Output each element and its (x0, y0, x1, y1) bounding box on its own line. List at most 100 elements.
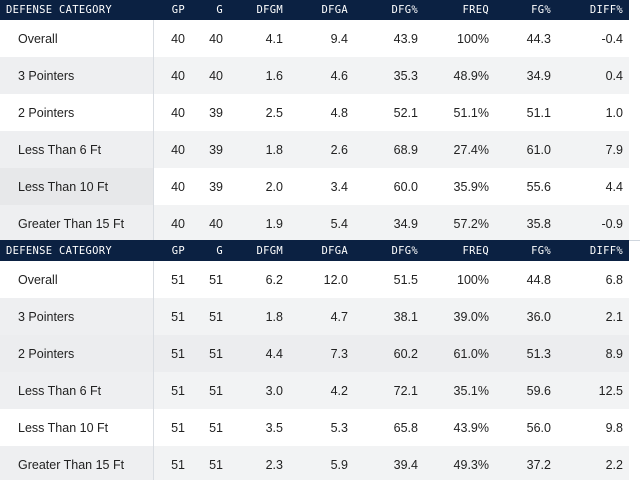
table-row: 3 Pointers 51 51 1.8 4.7 38.1 39.0% 36.0… (0, 298, 629, 335)
table-row: 2 Pointers 51 51 4.4 7.3 60.2 61.0% 51.3… (0, 335, 629, 372)
table-row: Greater Than 15 Ft 40 40 1.9 5.4 34.9 57… (0, 205, 629, 240)
cell-category: 2 Pointers (0, 94, 153, 131)
header-fg-pct[interactable]: FG% (495, 0, 557, 20)
table-row: 2 Pointers 40 39 2.5 4.8 52.1 51.1% 51.1… (0, 94, 629, 131)
cell-dfgm: 2.3 (229, 446, 289, 480)
cell-dfga: 5.9 (289, 446, 354, 480)
cell-dfga: 4.6 (289, 57, 354, 94)
cell-freq: 27.4% (424, 131, 495, 168)
cell-dfgm: 1.8 (229, 131, 289, 168)
cell-dfg-pct: 60.2 (354, 335, 424, 372)
cell-category: Less Than 6 Ft (0, 131, 153, 168)
cell-fg-pct: 44.8 (526, 272, 551, 287)
cell-category: Less Than 6 Ft (0, 372, 153, 409)
cell-fg-pct: 44.3 (526, 31, 551, 46)
cell-freq: 39.0% (424, 298, 495, 335)
header-freq[interactable]: FREQ (424, 240, 495, 261)
cell-dfga: 7.3 (289, 335, 354, 372)
header-freq[interactable]: FREQ (424, 0, 495, 20)
cell-dfga: 9.4 (330, 31, 348, 46)
cell-freq: 49.3% (424, 446, 495, 480)
header-diff-pct[interactable]: DIFF% (557, 0, 629, 20)
table-row: Less Than 10 Ft 40 39 2.0 3.4 60.0 35.9%… (0, 168, 629, 205)
table-header-row: DEFENSE CATEGORY GP G DFGM DFGA DFG% FRE… (0, 0, 629, 20)
cell-dfg-pct: 52.1 (393, 105, 418, 120)
header-gp[interactable]: GP (153, 240, 191, 261)
cell-dfg-pct: 68.9 (354, 131, 424, 168)
cell-gp: 51 (152, 298, 191, 335)
defense-table-panel-1: DEFENSE CATEGORY GP G DFGM DFGA DFG% FRE… (0, 0, 629, 240)
cell-dfgm: 3.5 (265, 420, 283, 435)
cell-gp: 40 (152, 57, 191, 94)
cell-dfg-pct: 65.8 (393, 420, 418, 435)
cell-category: Overall (0, 261, 153, 298)
cell-dfga: 12.0 (323, 272, 348, 287)
cell-freq: 48.9% (424, 57, 495, 94)
defense-table-2: DEFENSE CATEGORY GP G DFGM DFGA DFG% FRE… (0, 240, 629, 480)
table-row: Overall 51 51 6.2 12.0 51.5 100% 44.8 6.… (0, 261, 629, 298)
cell-category: Greater Than 15 Ft (0, 205, 153, 240)
cell-fg-pct: 37.2 (495, 446, 557, 480)
cell-g: 51 (209, 272, 223, 287)
cell-fg-pct: 59.6 (495, 372, 557, 409)
cell-dfgm: 4.1 (265, 31, 283, 46)
header-dfgm[interactable]: DFGM (229, 0, 289, 20)
header-g[interactable]: G (191, 0, 229, 20)
header-defense-category[interactable]: DEFENSE CATEGORY (0, 240, 153, 261)
cell-dfgm: 1.8 (229, 298, 289, 335)
cell-fg-pct: 51.3 (495, 335, 557, 372)
cell-diff-pct: 0.4 (557, 57, 629, 94)
cell-fg-pct: 36.0 (495, 298, 557, 335)
cell-freq: 61.0% (424, 335, 495, 372)
cell-dfg-pct: 72.1 (354, 372, 424, 409)
cell-category: Less Than 10 Ft (0, 168, 153, 205)
header-fg-pct[interactable]: FG% (495, 240, 557, 261)
header-dfg-pct[interactable]: DFG% (354, 240, 424, 261)
cell-dfgm: 6.2 (265, 272, 283, 287)
cell-diff-pct: 2.1 (557, 298, 629, 335)
cell-freq: 43.9% (453, 420, 489, 435)
header-dfg-pct[interactable]: DFG% (354, 0, 424, 20)
cell-fg-pct: 51.1 (526, 105, 551, 120)
cell-gp: 40 (152, 205, 191, 240)
cell-g: 40 (191, 205, 229, 240)
cell-gp: 51 (152, 409, 191, 446)
cell-fg-pct: 55.6 (526, 179, 551, 194)
table-row: Less Than 10 Ft 51 51 3.5 5.3 65.8 43.9%… (0, 409, 629, 446)
cell-dfgm: 1.9 (229, 205, 289, 240)
cell-diff-pct: 9.8 (605, 420, 623, 435)
cell-category: Less Than 10 Ft (0, 409, 153, 446)
header-g[interactable]: G (191, 240, 229, 261)
cell-diff-pct: 1.0 (605, 105, 623, 120)
header-dfga[interactable]: DFGA (289, 0, 354, 20)
cell-gp: 40 (152, 168, 191, 205)
cell-diff-pct: 8.9 (557, 335, 629, 372)
cell-g: 51 (191, 335, 229, 372)
cell-dfg-pct: 38.1 (354, 298, 424, 335)
cell-gp: 51 (152, 335, 191, 372)
cell-freq: 35.9% (453, 179, 489, 194)
cell-dfga: 4.8 (330, 105, 348, 120)
defense-table-panel-2: DEFENSE CATEGORY GP G DFGM DFGA DFG% FRE… (0, 240, 640, 480)
cell-dfg-pct: 39.4 (354, 446, 424, 480)
cell-fg-pct: 34.9 (495, 57, 557, 94)
header-diff-pct[interactable]: DIFF% (557, 240, 629, 261)
table-header-row: DEFENSE CATEGORY GP G DFGM DFGA DFG% FRE… (0, 240, 629, 261)
header-dfga[interactable]: DFGA (289, 240, 354, 261)
cell-dfg-pct: 34.9 (354, 205, 424, 240)
header-gp[interactable]: GP (153, 0, 191, 20)
header-dfgm[interactable]: DFGM (229, 240, 289, 261)
cell-category: Overall (0, 20, 153, 57)
cell-gp: 40 (152, 20, 191, 57)
cell-diff-pct: -0.4 (601, 31, 623, 46)
cell-freq: 35.1% (424, 372, 495, 409)
cell-diff-pct: 12.5 (557, 372, 629, 409)
cell-freq: 100% (457, 31, 489, 46)
cell-dfga: 2.6 (289, 131, 354, 168)
cell-fg-pct: 61.0 (495, 131, 557, 168)
cell-freq: 57.2% (424, 205, 495, 240)
cell-diff-pct: 7.9 (557, 131, 629, 168)
cell-dfg-pct: 60.0 (393, 179, 418, 194)
cell-g: 51 (191, 372, 229, 409)
header-defense-category[interactable]: DEFENSE CATEGORY (0, 0, 153, 20)
